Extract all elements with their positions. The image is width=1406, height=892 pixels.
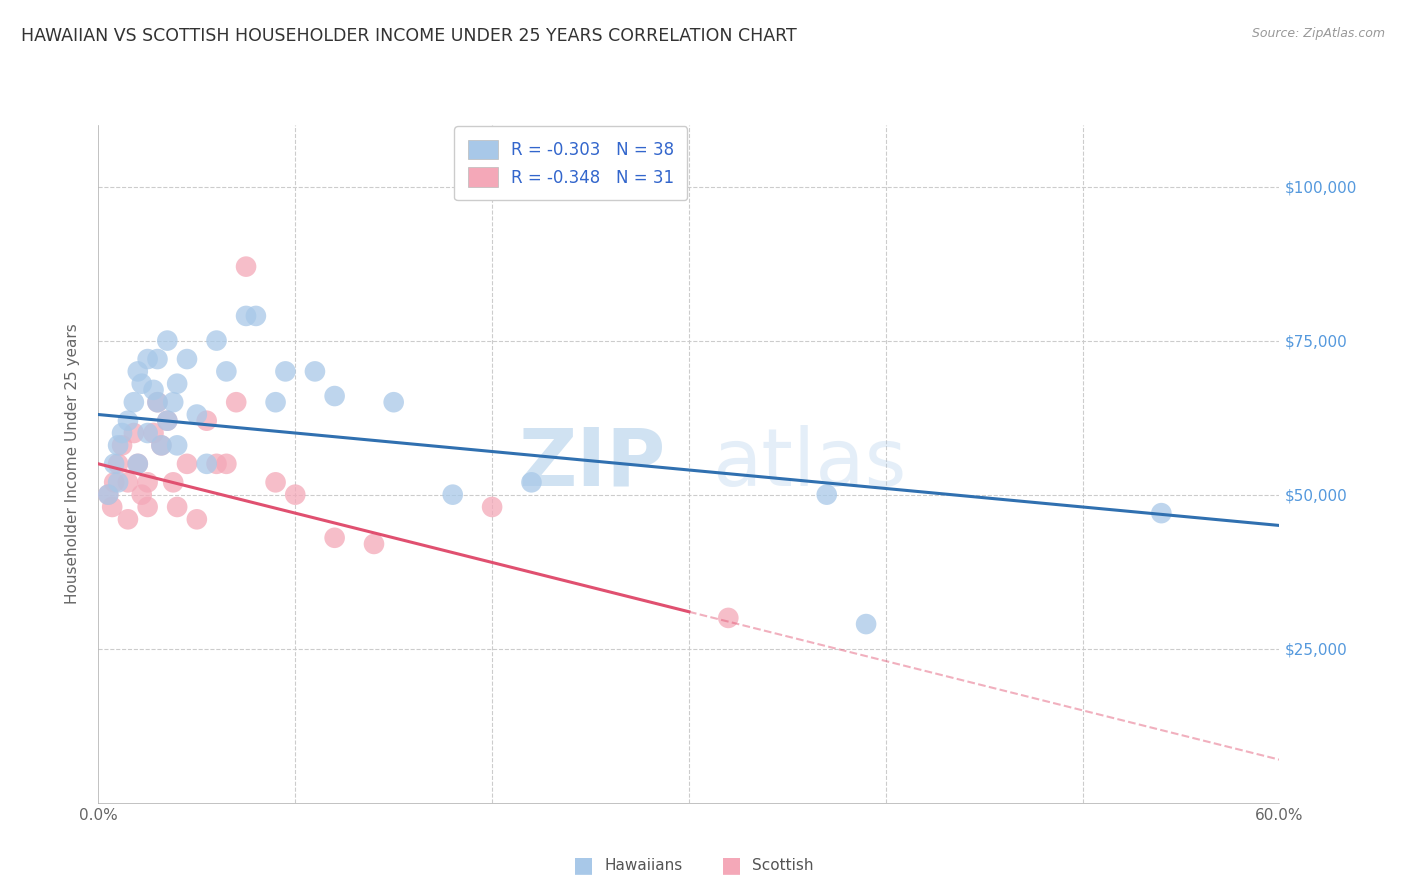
- Legend: R = -0.303   N = 38, R = -0.348   N = 31: R = -0.303 N = 38, R = -0.348 N = 31: [454, 127, 688, 200]
- Point: [205, 334, 228, 348]
- Point: [97, 488, 120, 502]
- Point: [97, 488, 120, 502]
- Point: [162, 475, 184, 490]
- Text: Hawaiians: Hawaiians: [605, 858, 683, 872]
- Point: [225, 395, 247, 409]
- Point: [363, 537, 385, 551]
- Point: [176, 352, 198, 367]
- Point: [107, 457, 129, 471]
- Point: [245, 309, 267, 323]
- Point: [131, 376, 153, 391]
- Point: [166, 376, 188, 391]
- Point: [215, 364, 238, 378]
- Point: [127, 457, 149, 471]
- Point: [520, 475, 543, 490]
- Point: [156, 414, 179, 428]
- Point: [101, 500, 124, 514]
- Text: ZIP: ZIP: [517, 425, 665, 503]
- Point: [304, 364, 326, 378]
- Point: [146, 395, 169, 409]
- Point: [142, 383, 165, 397]
- Text: ■: ■: [574, 855, 593, 875]
- Point: [136, 475, 159, 490]
- Point: [127, 457, 149, 471]
- Point: [117, 512, 139, 526]
- Point: [156, 414, 179, 428]
- Point: [186, 408, 208, 422]
- Point: [215, 457, 238, 471]
- Point: [150, 438, 173, 452]
- Point: [117, 414, 139, 428]
- Point: [441, 488, 464, 502]
- Point: [176, 457, 198, 471]
- Point: [103, 475, 125, 490]
- Point: [205, 457, 228, 471]
- Point: [195, 457, 218, 471]
- Point: [117, 475, 139, 490]
- Point: [162, 395, 184, 409]
- Text: Scottish: Scottish: [752, 858, 814, 872]
- Point: [274, 364, 297, 378]
- Point: [122, 425, 145, 440]
- Y-axis label: Householder Income Under 25 years: Householder Income Under 25 years: [65, 324, 80, 604]
- Point: [142, 425, 165, 440]
- Point: [166, 500, 188, 514]
- Point: [186, 512, 208, 526]
- Point: [136, 352, 159, 367]
- Point: [717, 611, 740, 625]
- Point: [264, 475, 287, 490]
- Point: [136, 500, 159, 514]
- Point: [323, 389, 346, 403]
- Point: [127, 364, 149, 378]
- Point: [382, 395, 405, 409]
- Point: [264, 395, 287, 409]
- Point: [146, 352, 169, 367]
- Text: ■: ■: [721, 855, 741, 875]
- Point: [235, 309, 257, 323]
- Text: HAWAIIAN VS SCOTTISH HOUSEHOLDER INCOME UNDER 25 YEARS CORRELATION CHART: HAWAIIAN VS SCOTTISH HOUSEHOLDER INCOME …: [21, 27, 797, 45]
- Point: [156, 334, 179, 348]
- Point: [122, 395, 145, 409]
- Point: [131, 488, 153, 502]
- Text: Source: ZipAtlas.com: Source: ZipAtlas.com: [1251, 27, 1385, 40]
- Point: [166, 438, 188, 452]
- Point: [107, 475, 129, 490]
- Point: [103, 457, 125, 471]
- Point: [195, 414, 218, 428]
- Point: [815, 488, 838, 502]
- Point: [855, 617, 877, 632]
- Point: [136, 425, 159, 440]
- Point: [111, 438, 134, 452]
- Text: atlas: atlas: [713, 425, 907, 503]
- Point: [235, 260, 257, 274]
- Point: [146, 395, 169, 409]
- Point: [323, 531, 346, 545]
- Point: [107, 438, 129, 452]
- Point: [481, 500, 503, 514]
- Point: [150, 438, 173, 452]
- Point: [111, 425, 134, 440]
- Point: [1150, 506, 1173, 520]
- Point: [284, 488, 307, 502]
